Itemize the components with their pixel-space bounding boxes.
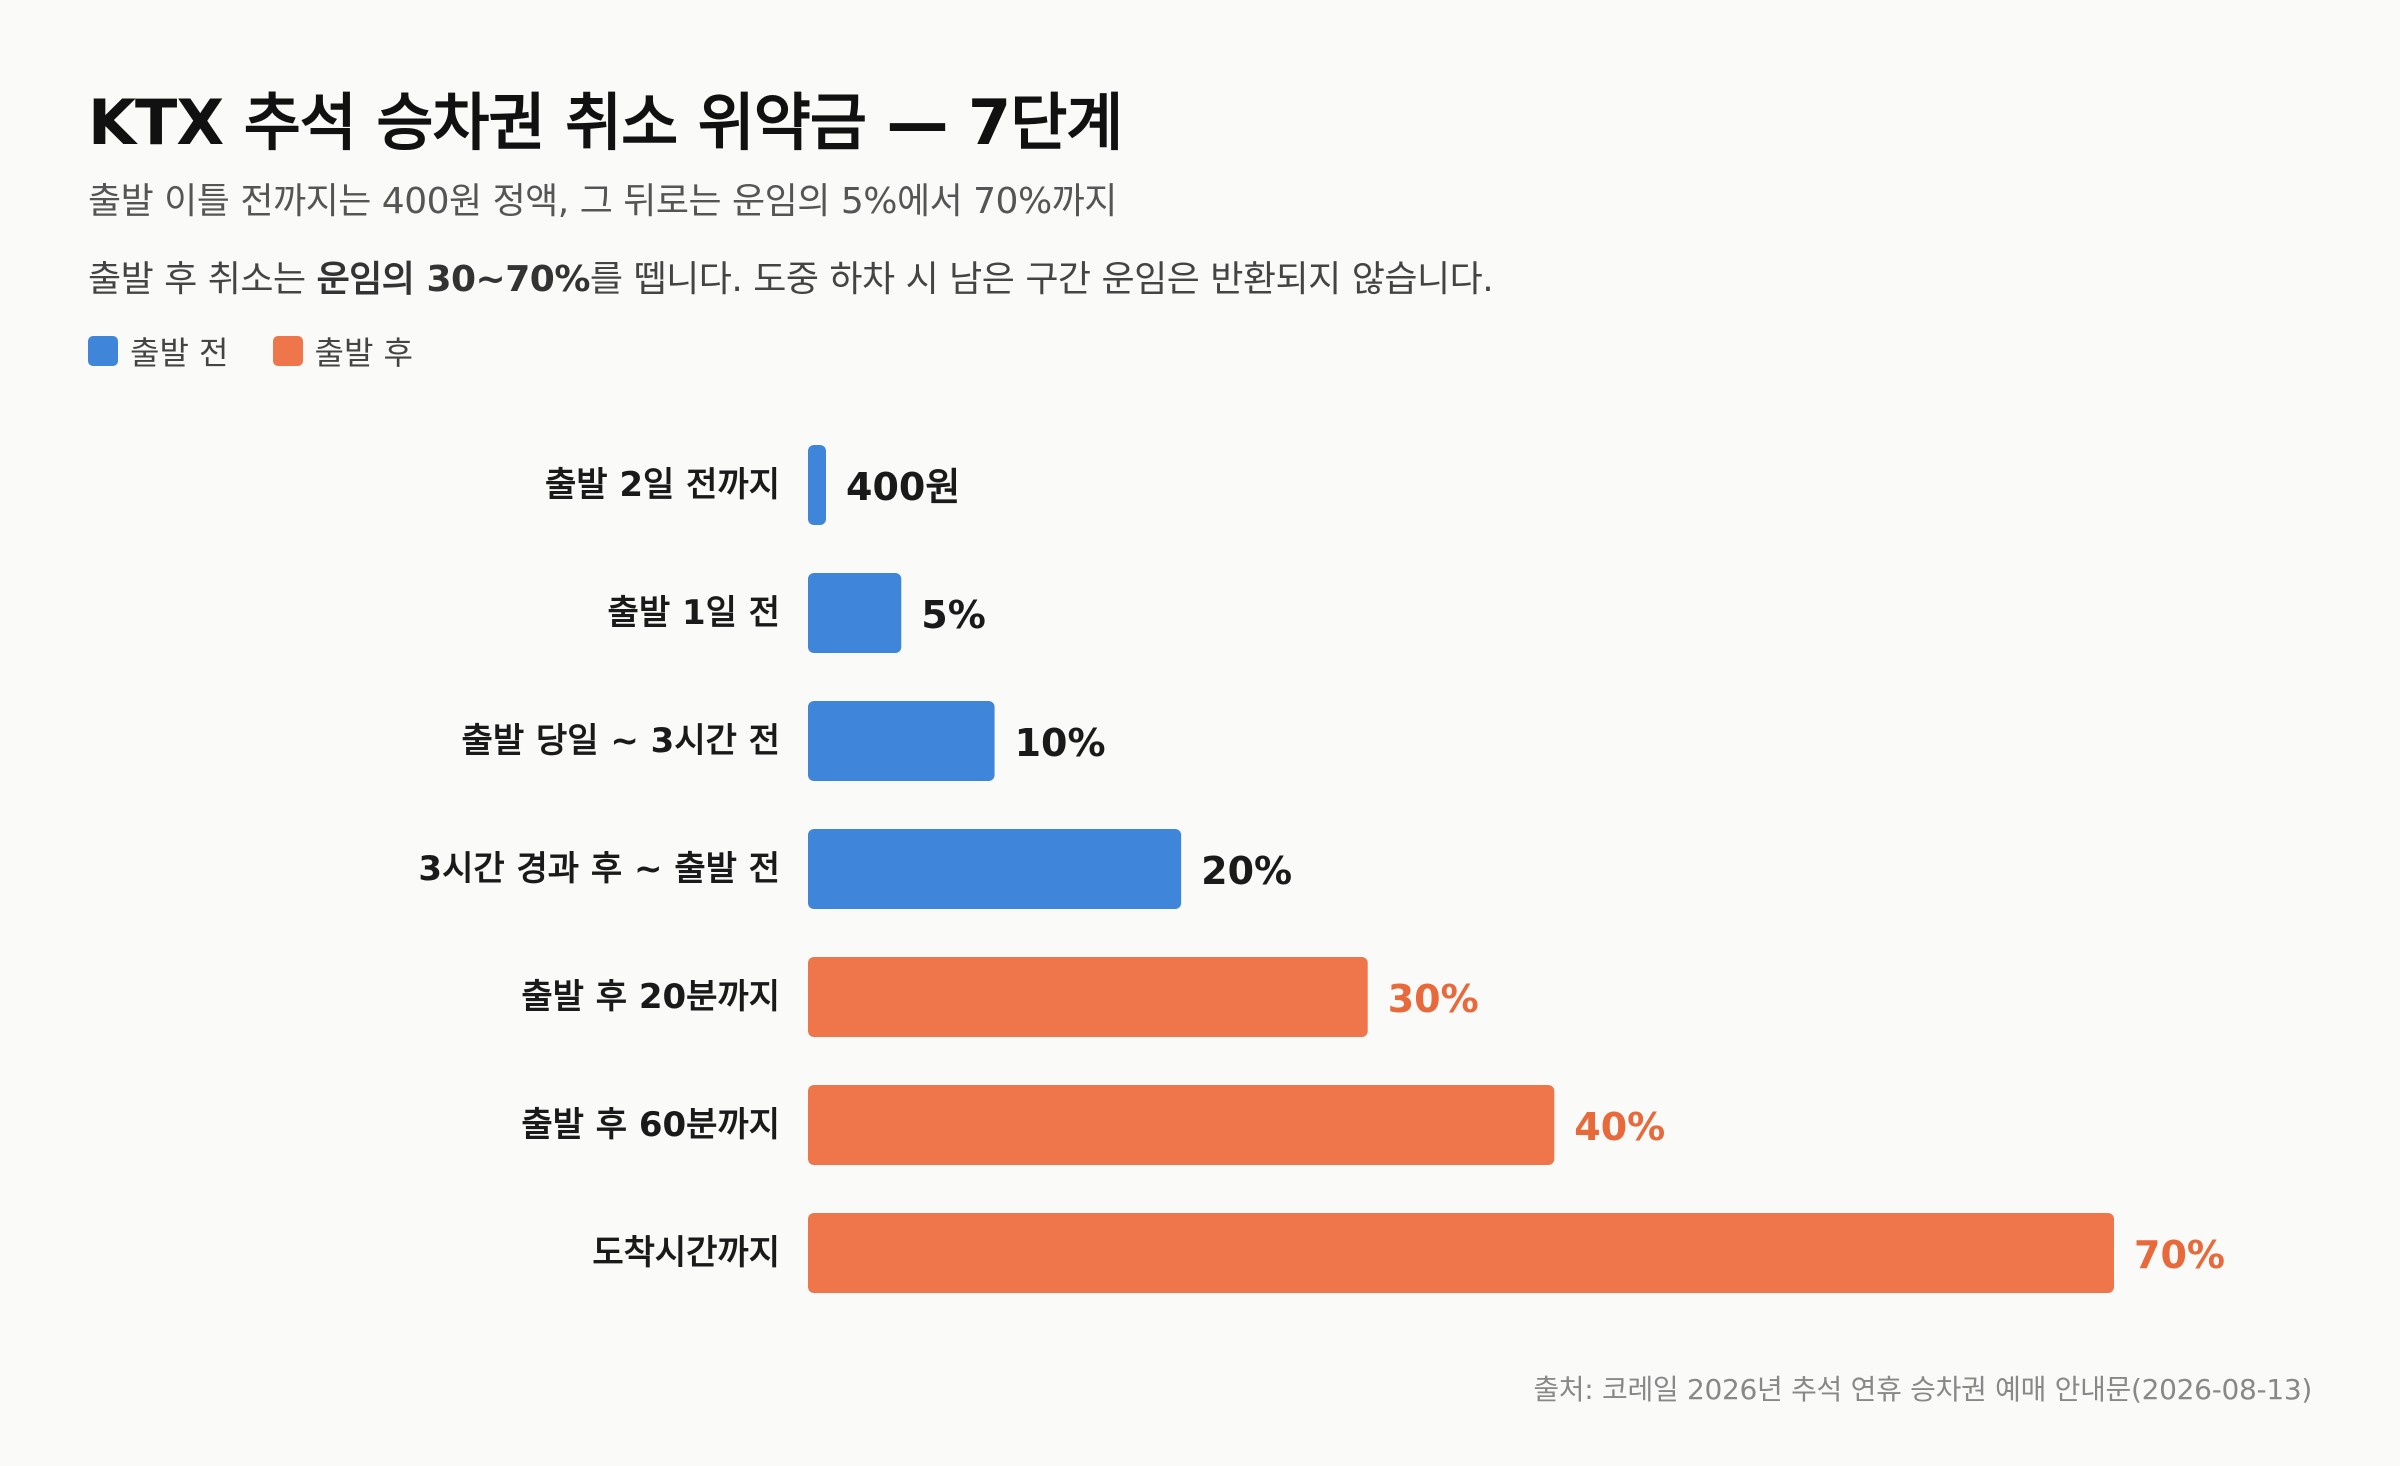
category-label: 출발 2일 전까지 bbox=[545, 465, 780, 505]
note-prefix: 출발 후 취소는 bbox=[88, 259, 317, 300]
legend-swatch-before bbox=[88, 336, 118, 366]
source-note: 출처: 코레일 2026년 추석 연휴 승차권 예매 안내문(2026-08-1… bbox=[1533, 1373, 2312, 1406]
legend-item-before: 출발 전 bbox=[88, 328, 229, 374]
bar bbox=[808, 701, 995, 781]
bar bbox=[808, 445, 826, 525]
category-label: 3시간 경과 후 ~ 출발 전 bbox=[418, 849, 780, 889]
legend-label-after: 출발 후 bbox=[314, 334, 414, 372]
bar bbox=[808, 1085, 1555, 1165]
value-label: 70% bbox=[2134, 1233, 2225, 1277]
category-label: 출발 1일 전 bbox=[608, 593, 780, 633]
legend-item-after: 출발 후 bbox=[272, 328, 414, 374]
category-label: 도착시간까지 bbox=[592, 1233, 780, 1273]
category-label: 출발 당일 ~ 3시간 전 bbox=[462, 721, 780, 761]
category-label: 출발 후 20분까지 bbox=[521, 977, 780, 1017]
note-emphasis: 운임의 30~70% bbox=[316, 259, 591, 300]
bar bbox=[808, 573, 902, 653]
value-label: 5% bbox=[921, 593, 986, 637]
value-label: 20% bbox=[1201, 849, 1292, 893]
chart-note: 출발 후 취소는 운임의 30~70%를 뗍니다. 도중 하차 시 남은 구간 … bbox=[88, 250, 1494, 302]
value-label: 10% bbox=[1015, 721, 1106, 765]
value-label: 400원 bbox=[846, 465, 960, 509]
value-label: 40% bbox=[1574, 1105, 1665, 1149]
note-suffix: 를 뗍니다. 도중 하차 시 남은 구간 운임은 반환되지 않습니다. bbox=[589, 259, 1494, 300]
value-label: 30% bbox=[1388, 977, 1479, 1021]
bar bbox=[808, 1213, 2114, 1293]
chart-subtitle: 출발 이틀 전까지는 400원 정액, 그 뒤로는 운임의 5%에서 70%까지 bbox=[88, 181, 1117, 222]
legend: 출발 전 출발 후 bbox=[88, 328, 413, 374]
legend-label-before: 출발 전 bbox=[130, 334, 229, 372]
legend-swatch-after bbox=[272, 336, 303, 366]
bar bbox=[808, 829, 1182, 909]
bar bbox=[808, 957, 1368, 1037]
chart-title: KTX 추석 승차권 취소 위약금 — 7단계 bbox=[88, 86, 1123, 159]
category-label: 출발 후 60분까지 bbox=[521, 1105, 780, 1145]
